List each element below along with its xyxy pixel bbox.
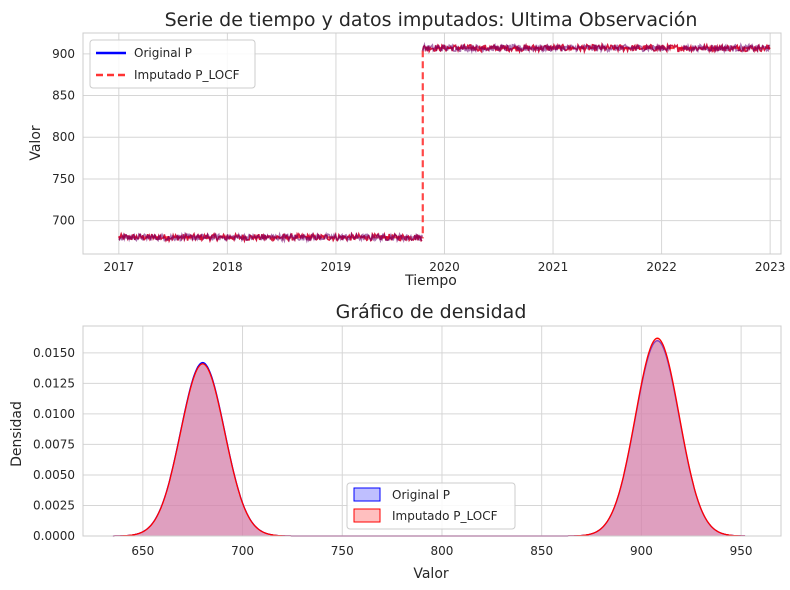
chart2-ytick-label: 0.0100 (33, 407, 75, 421)
chart2-legend-swatch-imputed (353, 508, 381, 523)
chart1-series (118, 41, 771, 244)
chart2-area-imputed (112, 338, 746, 536)
chart1-xtick-label: 2022 (646, 260, 677, 274)
chart1-xtick-label: 2018 (212, 260, 243, 274)
time-series-chart: Serie de tiempo y datos imputados: Ultim… (28, 9, 785, 289)
chart2-xtick-label: 700 (231, 544, 254, 558)
chart2-xtick-label: 850 (530, 544, 553, 558)
chart1-legend-label-imputed: Imputado P_LOCF (134, 68, 240, 82)
chart2-ytick-label: 0.0075 (33, 437, 75, 451)
chart1-xtick-label: 2023 (755, 260, 786, 274)
chart1-ytick-label: 800 (52, 130, 75, 144)
chart1-xtick-label: 2020 (429, 260, 460, 274)
chart1-series-original-band (682, 42, 771, 54)
chart1-xtick-label: 2017 (104, 260, 135, 274)
chart2-ylabel: Densidad (9, 401, 25, 467)
chart1-frame (82, 32, 782, 255)
chart2-legend-label-original: Original P (392, 488, 450, 502)
chart2-legend: Original P Imputado P_LOCF (346, 482, 516, 530)
chart2-xtick-label: 800 (431, 544, 454, 558)
chart1-legend-label-original: Original P (134, 46, 192, 60)
chart1-tick-labels: 2017 2018 2019 2020 2021 2022 2023 700 750 800 850… (52, 47, 785, 274)
chart1-xlabel: Tiempo (404, 273, 457, 289)
chart2-xlabel: Valor (413, 566, 449, 582)
density-chart: Gráfico de densidad 650 700 750 800 850 900 95… (9, 301, 782, 582)
chart2-xtick-label: 650 (131, 544, 154, 558)
chart1-ytick-label: 900 (52, 47, 75, 61)
chart2-legend-box (346, 482, 516, 530)
chart2-legend-swatch-original (353, 487, 381, 502)
chart1-title: Serie de tiempo y datos imputados: Ultim… (165, 9, 698, 31)
chart2-title: Gráfico de densidad (336, 301, 527, 323)
chart2-ytick-label: 0.0125 (33, 376, 75, 390)
chart2-xtick-label: 950 (730, 544, 753, 558)
chart1-legend: Original P Imputado P_LOCF (89, 39, 256, 89)
chart2-ytick-label: 0.0050 (33, 468, 75, 482)
chart1-grid (83, 33, 781, 254)
chart2-tick-labels: 650 700 750 800 850 900 950 0.0000 0.0025 0.0050 0… (33, 346, 753, 558)
chart1-xtick-label: 2021 (538, 260, 569, 274)
chart2-ytick-label: 0.0150 (33, 346, 75, 360)
chart2-ytick-label: 0.0025 (33, 498, 75, 512)
chart2-legend-label-imputed: Imputado P_LOCF (392, 509, 498, 523)
chart1-ytick-label: 750 (52, 172, 75, 186)
chart1-ytick-label: 700 (52, 214, 75, 228)
chart2-ytick-label: 0.0000 (33, 529, 75, 543)
chart2-frame (82, 325, 782, 537)
chart1-legend-box (89, 39, 256, 89)
chart2-xtick-label: 750 (331, 544, 354, 558)
chart1-series-original-band (422, 41, 671, 55)
chart1-ylabel: Valor (28, 125, 44, 161)
chart1-series-original-band (118, 231, 423, 244)
chart2-xtick-label: 900 (630, 544, 653, 558)
chart1-xtick-label: 2019 (321, 260, 352, 274)
chart1-ytick-label: 850 (52, 89, 75, 103)
